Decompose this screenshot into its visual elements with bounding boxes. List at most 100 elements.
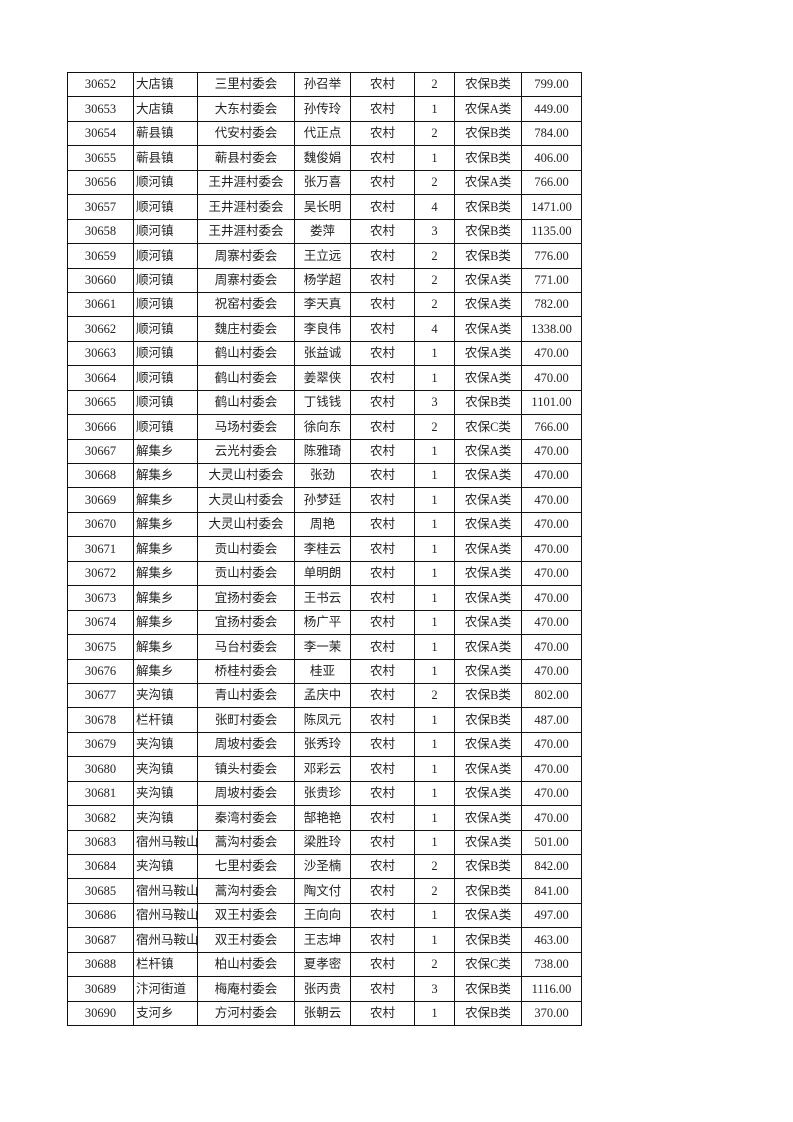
person-name-cell: 娄萍: [294, 218, 351, 245]
town-cell: 大店镇: [133, 71, 198, 98]
insurance-category-cell: 农保C类: [454, 951, 522, 978]
record-id-cell: 30676: [67, 658, 134, 684]
member-count-cell: 1: [414, 927, 455, 953]
record-id-cell: 30685: [67, 878, 134, 904]
amount-cell: 470.00: [521, 462, 582, 489]
household-type-cell: 农村: [350, 218, 415, 245]
household-type-cell: 农村: [350, 707, 415, 733]
member-count-cell: 2: [414, 951, 455, 978]
person-name-cell: 姜翠侠: [294, 365, 351, 391]
insurance-category-cell: 农保A类: [454, 340, 522, 367]
table-row: 30667 解集乡 云光村委会 陈雅琦 农村 1 农保A类 470.00: [67, 438, 582, 465]
insurance-category-cell: 农保B类: [454, 853, 522, 880]
village-committee-cell: 代安村委会: [197, 120, 295, 147]
insurance-category-cell: 农保A类: [454, 829, 522, 856]
insurance-category-cell: 农保A类: [454, 634, 522, 660]
record-id-cell: 30686: [67, 902, 134, 929]
town-cell: 汴河街道: [133, 976, 198, 1002]
record-id-cell: 30652: [67, 71, 134, 98]
household-type-cell: 农村: [350, 902, 415, 929]
amount-cell: 470.00: [521, 731, 582, 758]
insurance-category-cell: 农保A类: [454, 536, 522, 562]
household-type-cell: 农村: [350, 1000, 415, 1027]
member-count-cell: 1: [414, 560, 455, 587]
village-committee-cell: 蒿沟村委会: [197, 829, 295, 856]
amount-cell: 802.00: [521, 682, 582, 709]
household-type-cell: 农村: [350, 96, 415, 122]
table-row: 30682 夹沟镇 秦湾村委会 郜艳艳 农村 1 农保A类 470.00: [67, 805, 582, 831]
member-count-cell: 2: [414, 853, 455, 880]
village-committee-cell: 双王村委会: [197, 927, 295, 953]
household-type-cell: 农村: [350, 536, 415, 562]
village-committee-cell: 周坡村委会: [197, 731, 295, 758]
table-row: 30663 顺河镇 鹤山村委会 张益诚 农村 1 农保A类 470.00: [67, 340, 582, 367]
member-count-cell: 4: [414, 194, 455, 220]
record-id-cell: 30661: [67, 291, 134, 318]
village-committee-cell: 桥桂村委会: [197, 658, 295, 684]
member-count-cell: 1: [414, 145, 455, 171]
amount-cell: 799.00: [521, 71, 582, 98]
insurance-category-cell: 农保B类: [454, 389, 522, 416]
record-id-cell: 30688: [67, 951, 134, 978]
person-name-cell: 张万喜: [294, 169, 351, 196]
insurance-category-cell: 农保A类: [454, 96, 522, 122]
town-cell: 夹沟镇: [133, 805, 198, 831]
table-row: 30689 汴河街道 梅庵村委会 张丙贵 农村 3 农保B类 1116.00: [67, 976, 582, 1002]
table-row: 30656 顺河镇 王井涯村委会 张万喜 农村 2 农保A类 766.00: [67, 169, 582, 196]
record-id-cell: 30679: [67, 731, 134, 758]
person-name-cell: 夏孝密: [294, 951, 351, 978]
village-committee-cell: 梅庵村委会: [197, 976, 295, 1002]
record-id-cell: 30672: [67, 560, 134, 587]
amount-cell: 1101.00: [521, 389, 582, 416]
insurance-category-cell: 农保A类: [454, 267, 522, 293]
village-committee-cell: 贡山村委会: [197, 560, 295, 587]
village-committee-cell: 王井涯村委会: [197, 218, 295, 245]
member-count-cell: 3: [414, 218, 455, 245]
member-count-cell: 1: [414, 462, 455, 489]
town-cell: 宿州马鞍山: [133, 902, 198, 929]
member-count-cell: 2: [414, 243, 455, 269]
person-name-cell: 陶文付: [294, 878, 351, 904]
town-cell: 栏杆镇: [133, 951, 198, 978]
household-type-cell: 农村: [350, 976, 415, 1002]
household-type-cell: 农村: [350, 340, 415, 367]
person-name-cell: 张秀玲: [294, 731, 351, 758]
insurance-category-cell: 农保B类: [454, 1000, 522, 1027]
insurance-category-cell: 农保A类: [454, 291, 522, 318]
town-cell: 解集乡: [133, 585, 198, 611]
member-count-cell: 2: [414, 878, 455, 904]
village-committee-cell: 方河村委会: [197, 1000, 295, 1027]
village-committee-cell: 鹤山村委会: [197, 389, 295, 416]
table-row: 30686 宿州马鞍山 双王村委会 王向向 农村 1 农保A类 497.00: [67, 902, 582, 929]
record-id-cell: 30670: [67, 511, 134, 538]
record-id-cell: 30687: [67, 927, 134, 953]
member-count-cell: 1: [414, 96, 455, 122]
member-count-cell: 2: [414, 414, 455, 440]
table-row: 30668 解集乡 大灵山村委会 张劲 农村 1 农保A类 470.00: [67, 462, 582, 489]
record-id-cell: 30671: [67, 536, 134, 562]
person-name-cell: 梁胜玲: [294, 829, 351, 856]
insurance-category-cell: 农保A类: [454, 169, 522, 196]
record-id-cell: 30690: [67, 1000, 134, 1027]
household-type-cell: 农村: [350, 365, 415, 391]
record-id-cell: 30666: [67, 414, 134, 440]
table-row: 30681 夹沟镇 周坡村委会 张贵珍 农村 1 农保A类 470.00: [67, 780, 582, 807]
member-count-cell: 1: [414, 756, 455, 782]
village-committee-cell: 大灵山村委会: [197, 511, 295, 538]
record-id-cell: 30657: [67, 194, 134, 220]
member-count-cell: 2: [414, 71, 455, 98]
village-committee-cell: 青山村委会: [197, 682, 295, 709]
village-committee-cell: 镇头村委会: [197, 756, 295, 782]
table-row: 30654 蕲县镇 代安村委会 代正点 农村 2 农保B类 784.00: [67, 120, 582, 147]
amount-cell: 842.00: [521, 853, 582, 880]
village-committee-cell: 大灵山村委会: [197, 487, 295, 513]
amount-cell: 501.00: [521, 829, 582, 856]
member-count-cell: 3: [414, 976, 455, 1002]
town-cell: 夹沟镇: [133, 731, 198, 758]
amount-cell: 470.00: [521, 365, 582, 391]
table-row: 30661 顺河镇 祝窑村委会 李天真 农村 2 农保A类 782.00: [67, 291, 582, 318]
town-cell: 蕲县镇: [133, 145, 198, 171]
table-row: 30671 解集乡 贡山村委会 李桂云 农村 1 农保A类 470.00: [67, 536, 582, 562]
person-name-cell: 徐向东: [294, 414, 351, 440]
household-type-cell: 农村: [350, 414, 415, 440]
